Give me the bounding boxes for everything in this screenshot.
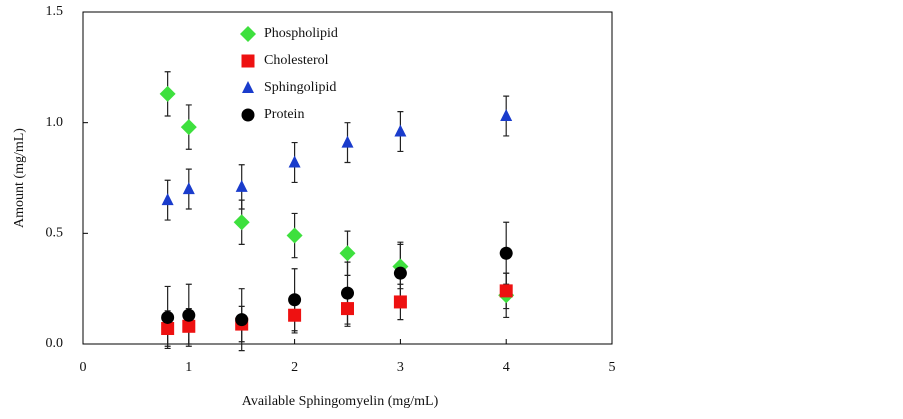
- x-tick-label: 5: [609, 360, 616, 375]
- legend-label: Sphingolipid: [264, 80, 336, 95]
- point: [499, 246, 513, 260]
- y-tick-label: 1.0: [46, 115, 64, 130]
- point: [393, 295, 407, 309]
- x-tick-label: 3: [397, 360, 404, 375]
- point: [341, 302, 354, 316]
- x-tick-label: 0: [80, 360, 87, 375]
- point: [288, 308, 302, 322]
- legend-marker: [241, 54, 255, 68]
- point: [235, 179, 248, 192]
- point: [161, 310, 175, 324]
- legend-label: Protein: [264, 107, 304, 122]
- point: [288, 293, 302, 307]
- y-tick-label: 0.5: [46, 226, 64, 241]
- y-axis-label: Amount (mg/mL): [12, 128, 27, 228]
- point: [182, 319, 196, 333]
- point: [288, 155, 301, 168]
- legend-label: Phospholipid: [264, 26, 338, 41]
- point: [235, 313, 249, 327]
- point: [161, 322, 175, 336]
- point: [180, 119, 197, 136]
- point: [339, 245, 356, 262]
- point: [159, 85, 176, 102]
- y-tick-label: 0.0: [46, 336, 64, 351]
- point: [500, 109, 513, 122]
- y-tick-label: 1.5: [46, 4, 64, 19]
- x-tick-label: 1: [185, 360, 192, 375]
- plot-frame: [82, 11, 613, 345]
- point: [182, 308, 196, 322]
- legend-marker: [242, 81, 254, 93]
- point: [161, 193, 174, 206]
- legend-marker: [240, 26, 256, 42]
- point: [499, 284, 513, 298]
- x-tick-label: 2: [291, 360, 298, 375]
- point: [233, 214, 250, 231]
- point: [341, 135, 354, 148]
- legend-label: Cholesterol: [264, 53, 329, 68]
- point: [286, 227, 303, 244]
- legend-marker: [241, 108, 255, 122]
- point: [341, 286, 354, 300]
- point: [393, 266, 407, 280]
- x-tick-label: 4: [503, 360, 510, 375]
- x-axis-label: Available Sphingomyelin (mg/mL): [242, 394, 439, 409]
- point: [182, 182, 195, 195]
- point: [394, 124, 407, 137]
